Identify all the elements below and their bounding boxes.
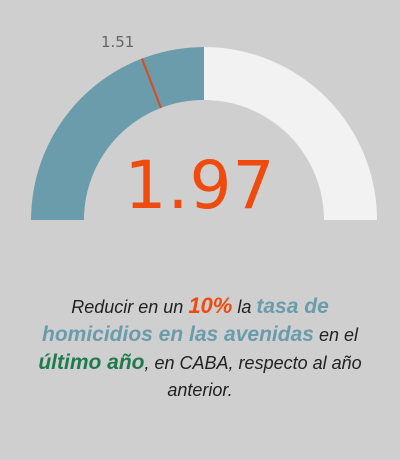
gauge-value: 1.97 [124, 147, 276, 224]
gauge-fill [31, 47, 204, 220]
caption-metric: tasa de homicidios en las avenidas [42, 295, 329, 346]
gauge-target-label: 1.51 [101, 33, 134, 51]
caption-text-4: , en CABA, respecto al año anterior. [144, 353, 362, 400]
caption-text-3: en el [313, 325, 358, 345]
goal-caption: Reducir en un 10% la tasa de homicidios … [22, 292, 378, 404]
caption-percent: 10% [188, 293, 233, 318]
gauge: 1.51 1.97 [31, 33, 377, 224]
gauge-target-marker [141, 58, 162, 109]
gauge-chart: 1.51 [31, 33, 377, 221]
caption-text-2: la [232, 297, 257, 317]
caption-text-1: Reducir en un [71, 297, 189, 317]
caption-period: último año [38, 351, 145, 374]
